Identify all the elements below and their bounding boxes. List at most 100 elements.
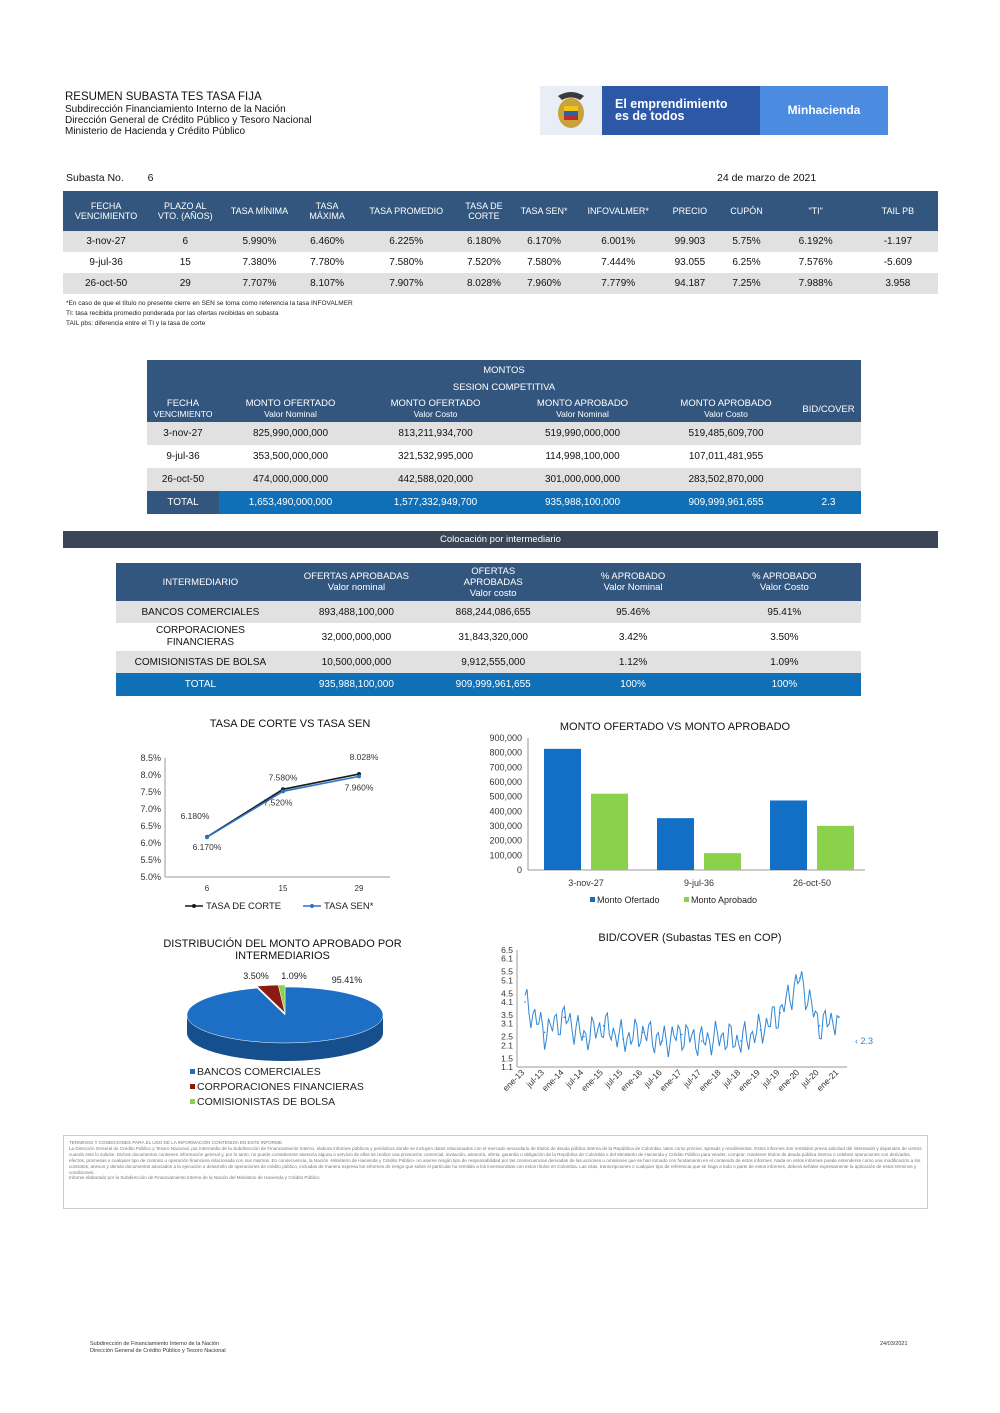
montos-header-cell: BID/COVER: [796, 396, 861, 422]
data-point: [543, 1031, 546, 1034]
table-cell: TOTAL: [147, 491, 219, 514]
table-cell: 6.225%: [356, 231, 456, 252]
legend-marker: [192, 904, 196, 908]
results-header-cell: TASA SEN*: [511, 191, 577, 231]
x-tick-label: 26-oct-50: [793, 878, 831, 888]
table-cell: 7.907%: [356, 273, 456, 294]
data-label: 7.520%: [264, 797, 293, 807]
data-label: 7.960%: [345, 782, 374, 792]
intermediario-table-body: BANCOS COMERCIALES 893,488,100,000 868,244…: [116, 601, 861, 696]
bar: [544, 748, 581, 870]
legend-swatch: [190, 1099, 195, 1104]
data-point: [357, 774, 361, 779]
logo-brand: Minhacienda: [760, 86, 888, 135]
table-cell: 519,990,000,000: [509, 422, 656, 445]
legend-label: CORPORACIONES FINANCIERAS: [197, 1081, 364, 1093]
x-tick-label: ene-17: [658, 1067, 684, 1093]
table-cell: 99.903: [660, 231, 720, 252]
table-cell: 353,500,000,000: [252, 451, 329, 462]
data-point: [622, 1038, 624, 1040]
data-point: [681, 1033, 683, 1036]
x-tick-label: ene-20: [775, 1067, 801, 1093]
intermediario-header-cell: INTERMEDIARIO: [116, 563, 285, 601]
table-cell: 3.50%: [770, 631, 799, 643]
chart-monto-title: MONTO OFERTADO VS MONTO APROBADO: [559, 721, 791, 733]
table-row: 26-oct-50 29 7.707% 8.107% 7.907% 8.028% 7.960…: [63, 273, 938, 294]
table-cell: 1,653,490,000,000: [219, 491, 362, 514]
table-cell: 6.460%: [297, 231, 357, 252]
table-cell: 3.42%: [618, 631, 648, 643]
data-point: [740, 1040, 742, 1042]
table-cell: 9-jul-36: [166, 451, 200, 462]
table-cell: 7.707%: [221, 273, 298, 294]
intermediario-header-cell: % APROBADO Valor Nominal: [558, 563, 708, 601]
bar: [704, 853, 741, 870]
montos-table: MONTOS SESION COMPETITIVA FECHA VENCIMIEN…: [147, 360, 861, 514]
table-cell: 100%: [558, 673, 708, 696]
legend-label: TASA SEN*: [324, 901, 374, 912]
table-cell: 95.41%: [707, 601, 861, 623]
header-direccion: Dirección General de Crédito Público y T…: [65, 115, 312, 126]
pie-slice: [277, 984, 286, 1014]
data-point: [583, 1035, 585, 1038]
data-point: [524, 1001, 526, 1003]
intermediario-table: INTERMEDIARIO OFERTAS APROBADAS Valor nomi…: [116, 563, 861, 696]
legend-swatch: [590, 897, 595, 902]
montos-header-cell: MONTO OFERTADO Valor Nominal: [219, 396, 362, 422]
table-cell: 474,000,000,000: [219, 468, 362, 491]
bar: [657, 818, 694, 870]
table-cell: 7.988%: [773, 273, 858, 294]
minhacienda-logo: El emprendimiento es de todos Minhaciend…: [540, 86, 888, 135]
legend-label: Monto Ofertado: [597, 895, 660, 905]
x-tick-label: ene-16: [618, 1067, 644, 1093]
table-cell: 7.779%: [576, 273, 661, 294]
data-point: [720, 1035, 723, 1038]
table-cell: 7.25%: [719, 273, 774, 294]
table-cell: 26-oct-50: [147, 468, 219, 491]
montos-header-cell: FECHA VENCIMIENTO: [147, 396, 219, 422]
table-cell: 7.580%: [511, 252, 577, 273]
y-tick-label: 100,000: [489, 850, 522, 860]
table-cell: 935,988,100,000: [509, 491, 656, 514]
table-cell: 868,244,086,655: [427, 601, 559, 623]
footer-date: 24/03/2021: [880, 1341, 908, 1347]
y-tick-label: 2.5: [501, 1032, 513, 1042]
y-tick-label: 6.5: [501, 945, 513, 955]
results-header-cell: PRECIO: [660, 191, 720, 231]
table-cell: 3.958: [857, 273, 938, 294]
results-header-cell: TASA MÍNIMA: [221, 191, 298, 231]
legend-swatch: [190, 1084, 195, 1089]
results-table-header: FECHA VENCIMIENTO PLAZO AL VTO. (AÑOS) TASA …: [63, 191, 938, 231]
table-cell: 1,577,332,949,700: [362, 491, 509, 514]
table-cell: CORPORACIONES FINANCIERAS: [155, 625, 245, 648]
table-cell: 2.3: [796, 491, 861, 514]
table-cell: 5.75%: [719, 231, 774, 252]
note-sen: *En caso de que el título no presente ci…: [66, 300, 353, 307]
y-tick-label: 5.5: [501, 967, 513, 977]
series-line: [524, 971, 840, 1058]
table-cell: 442,588,020,000: [362, 468, 509, 491]
table-cell: 94.187: [660, 273, 720, 294]
bar: [817, 825, 854, 870]
table-cell: 935,988,100,000: [284, 673, 428, 696]
table-cell: 93.055: [660, 252, 720, 273]
data-point: [563, 1016, 566, 1018]
x-tick-label: 6: [205, 884, 210, 893]
y-tick-label: 4.5: [501, 988, 513, 998]
table-row: 9-jul-36 15 7.380% 7.780% 7.580% 7.520% 7.580%…: [63, 252, 938, 273]
y-tick-label: 500,000: [489, 792, 522, 802]
data-point: [759, 1029, 762, 1031]
montos-header-cell: MONTO OFERTADO Valor Costo: [362, 396, 509, 422]
y-tick-label: 8.5%: [140, 753, 161, 763]
report-title: RESUMEN SUBASTA TES TASA FIJA: [65, 91, 262, 103]
table-cell: 519,485,609,700: [656, 422, 796, 445]
table-cell: 321,532,995,000: [397, 451, 474, 462]
table-cell: 283,502,870,000: [656, 468, 796, 491]
table-cell: TOTAL: [116, 673, 285, 696]
y-tick-label: 6.1: [501, 954, 513, 964]
x-tick-label: ene-15: [579, 1067, 605, 1093]
terms-last: Informe elaborado por la Subdirección de…: [69, 1175, 320, 1181]
data-point: [798, 977, 801, 979]
terms-title: TERMINOS Y CONDICIONES PARA EL USO DE LA…: [69, 1140, 282, 1145]
table-cell: 3-nov-27: [63, 231, 150, 252]
